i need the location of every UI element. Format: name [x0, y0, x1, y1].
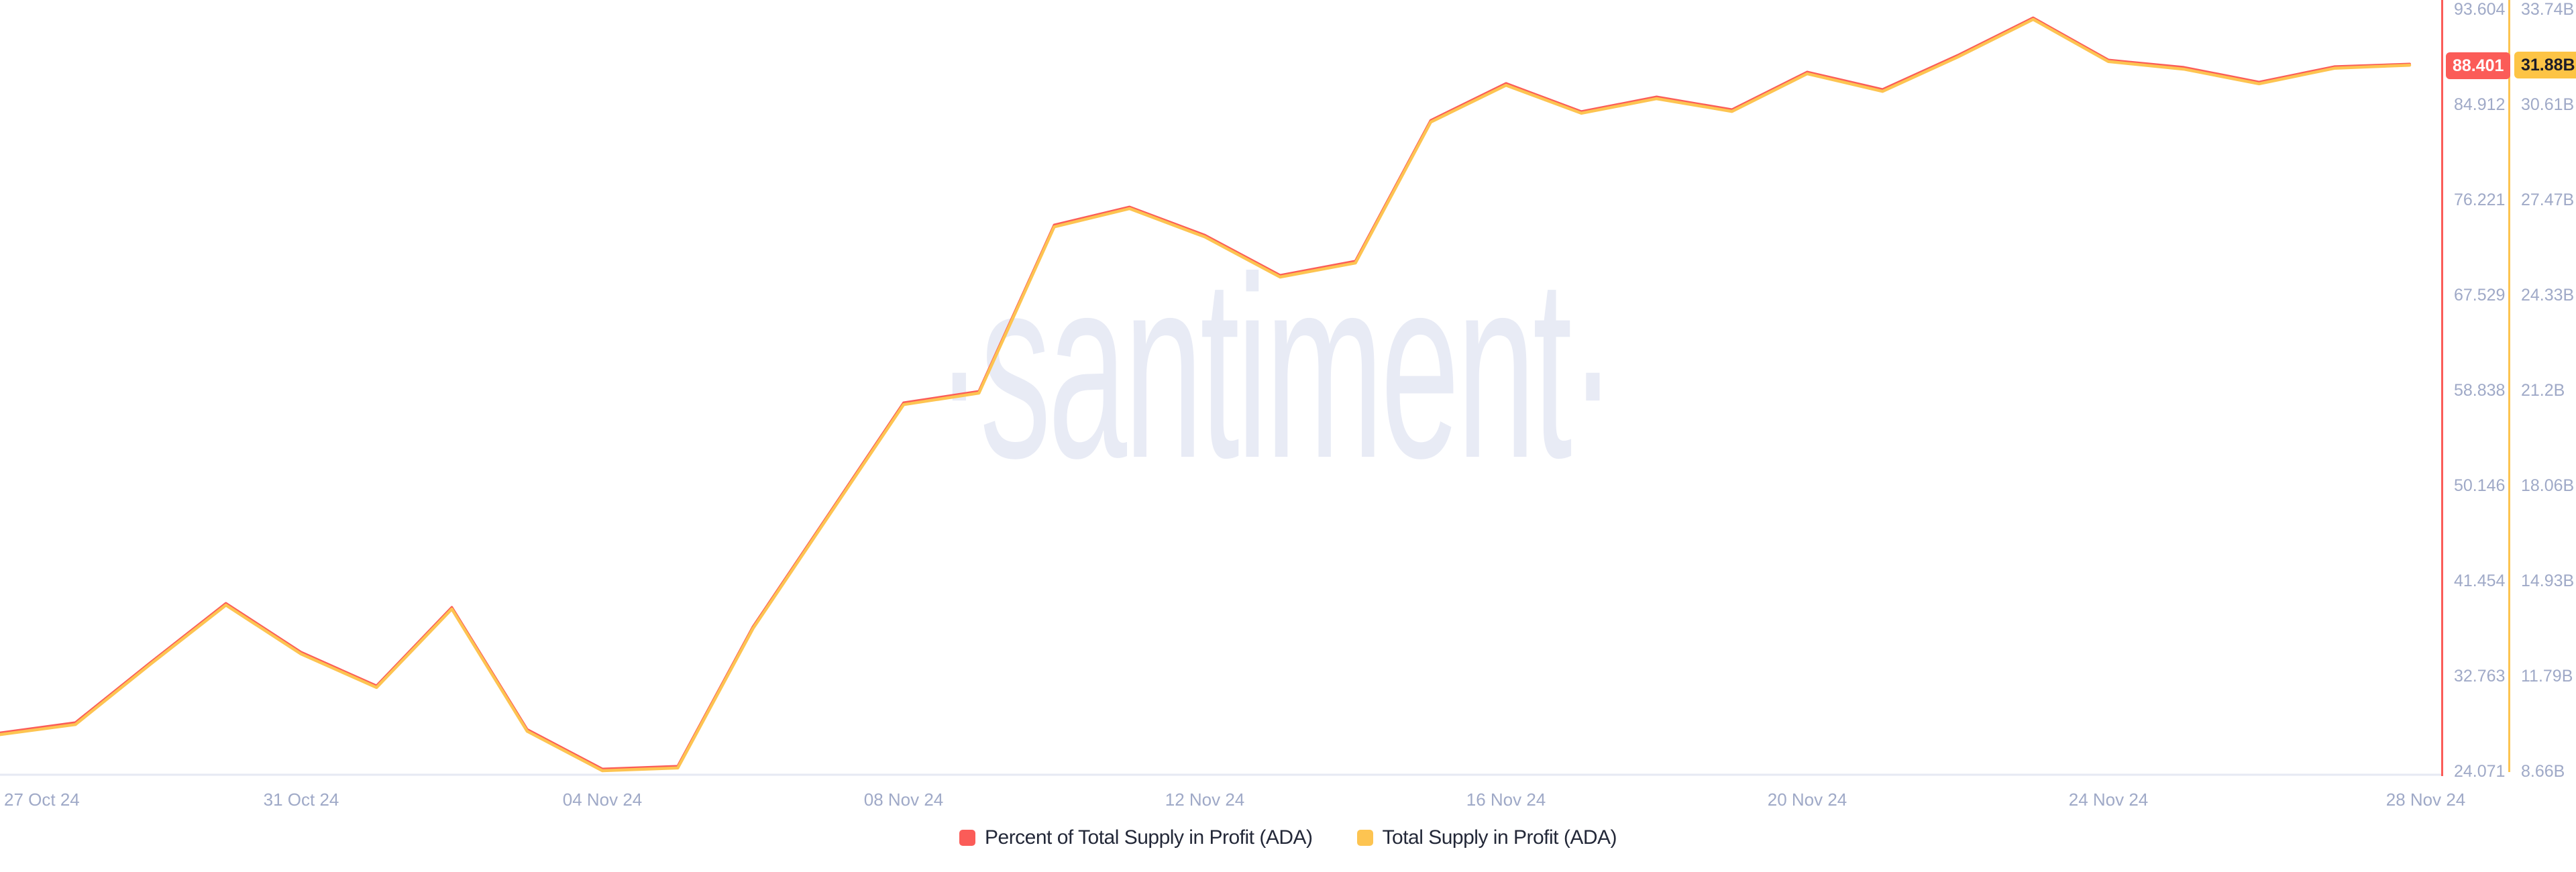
x-axis-tick-label: 31 Oct 24	[264, 789, 339, 810]
series-lines	[0, 16, 2412, 773]
percent-axis-tick-label: 84.912	[2454, 95, 2505, 114]
percent-axis-tick-label: 93.604	[2454, 0, 2506, 19]
supply-legend-swatch	[1356, 830, 1373, 846]
percent-last-value-badge: 88.401	[2446, 52, 2511, 79]
supply-axis-tick-label: 18.06B	[2521, 476, 2574, 495]
percent-line-series[interactable]	[0, 16, 2411, 771]
supply-axis-tick-label: 24.33B	[2521, 286, 2574, 305]
supply-axis-tick-labels: 33.74B 30.61B 27.47B 24.33B 21.2B 18.06B 14.93…	[2521, 0, 2574, 781]
x-axis-tick-label: 27 Oct 24	[4, 789, 80, 810]
legend-item-supply[interactable]: Total Supply in Profit (ADA)	[1356, 826, 1617, 849]
x-axis-tick-label: 16 Nov 24	[1466, 789, 1546, 810]
percent-legend-label: Percent of Total Supply in Profit (ADA)	[985, 826, 1313, 849]
x-axis-tick-label: 08 Nov 24	[864, 789, 944, 810]
supply-axis-tick-label: 8.66B	[2521, 762, 2565, 781]
legend-item-percent[interactable]: Percent of Total Supply in Profit (ADA)	[959, 826, 1313, 849]
percent-axis-tick-labels: 93.604 84.912 76.221 67.529 58.838 50.146 41.4…	[2454, 0, 2506, 781]
percent-axis-tick-label: 76.221	[2454, 190, 2505, 209]
supply-axis-tick-label: 14.93B	[2521, 571, 2574, 590]
x-axis-tick-label: 28 Nov 24	[2386, 789, 2466, 810]
supply-axis-tick-label: 30.61B	[2521, 95, 2574, 114]
x-axis-tick-labels: 27 Oct 24 31 Oct 24 04 Nov 24 08 Nov 24 12 N…	[4, 789, 2465, 810]
legend: Percent of Total Supply in Profit (ADA) …	[0, 826, 2576, 849]
supply-line-series[interactable]	[0, 17, 2412, 773]
percent-axis-tick-label: 24.071	[2454, 762, 2505, 781]
percent-legend-swatch	[959, 830, 975, 846]
supply-legend-label: Total Supply in Profit (ADA)	[1382, 826, 1617, 849]
percent-axis-tick-label: 41.454	[2454, 571, 2506, 590]
supply-axis-tick-label: 27.47B	[2521, 190, 2574, 209]
percent-axis-tick-label: 50.146	[2454, 476, 2505, 495]
percent-axis-tick-label: 32.763	[2454, 667, 2505, 686]
percent-axis-tick-label: 58.838	[2454, 381, 2505, 400]
percent-axis-tick-label: 67.529	[2454, 286, 2505, 305]
x-axis-tick-label: 12 Nov 24	[1165, 789, 1245, 810]
supply-axis-tick-label: 33.74B	[2521, 0, 2574, 19]
supply-axis-tick-label: 21.2B	[2521, 381, 2565, 400]
supply-last-value-badge: 31.88B	[2514, 52, 2576, 79]
x-axis-tick-label: 24 Nov 24	[2069, 789, 2149, 810]
x-axis-tick-label: 20 Nov 24	[1768, 789, 1847, 810]
supply-axis-tick-label: 11.79B	[2521, 667, 2573, 686]
x-axis-tick-label: 04 Nov 24	[563, 789, 643, 810]
